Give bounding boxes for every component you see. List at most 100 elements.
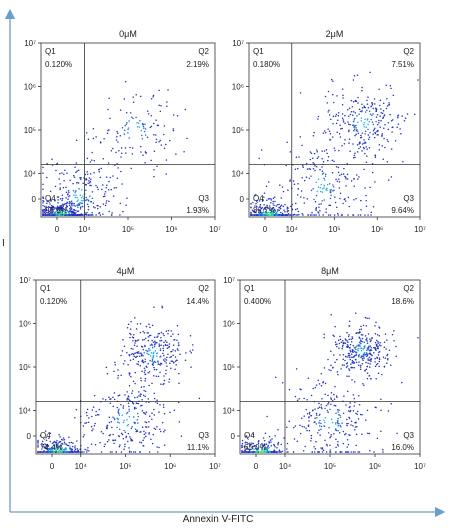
data-point [126, 352, 128, 354]
data-point [318, 206, 320, 208]
data-point [152, 351, 155, 354]
data-point [341, 117, 344, 119]
data-point [380, 344, 382, 347]
data-point [124, 125, 126, 127]
data-point [102, 157, 105, 160]
data-point [316, 190, 318, 193]
y-tick-label: 10⁶ [19, 320, 31, 329]
data-point [106, 440, 109, 443]
data-point [133, 408, 136, 410]
data-point [82, 197, 85, 200]
data-point [50, 449, 52, 451]
data-point [382, 102, 385, 105]
data-point [341, 88, 344, 90]
data-point [114, 439, 117, 441]
data-point [348, 417, 351, 420]
data-point [120, 354, 122, 357]
data-point [329, 451, 331, 453]
data-point [280, 443, 283, 446]
data-point [361, 103, 363, 105]
data-point [330, 313, 332, 316]
data-point [386, 354, 388, 357]
data-point [348, 205, 350, 208]
panel-title: 2μM [326, 29, 344, 39]
data-point [356, 115, 358, 117]
data-point [176, 115, 179, 117]
data-point [310, 152, 313, 155]
data-point [365, 161, 368, 163]
data-point [277, 441, 280, 444]
data-point [278, 206, 281, 209]
data-point [85, 178, 88, 181]
data-point [337, 115, 340, 117]
data-point [128, 451, 131, 453]
data-point [108, 180, 110, 183]
data-point [379, 99, 382, 102]
x-tick-label: 10⁷ [209, 225, 221, 234]
data-point [70, 448, 73, 451]
data-point [156, 425, 158, 428]
data-point [320, 403, 322, 406]
data-point [354, 351, 357, 354]
data-point [374, 357, 376, 360]
data-point [286, 214, 288, 216]
data-point [249, 444, 252, 446]
data-point [351, 366, 354, 369]
data-point [308, 411, 311, 414]
y-tick-label: 10⁷ [223, 276, 235, 285]
data-point [51, 210, 53, 213]
data-point [339, 414, 341, 417]
data-point [142, 412, 145, 414]
data-point [342, 358, 344, 361]
data-point [348, 325, 350, 327]
data-point [112, 195, 115, 197]
quadrant-q1-label: Q1 [244, 284, 255, 293]
data-point [70, 211, 73, 213]
data-point [48, 450, 50, 453]
data-point [286, 208, 288, 210]
data-point [366, 148, 368, 150]
data-point [121, 183, 123, 185]
data-point [274, 209, 277, 212]
data-point [312, 157, 314, 159]
data-point [298, 397, 300, 400]
data-point [157, 375, 160, 378]
data-point [140, 386, 143, 388]
data-point [326, 152, 328, 155]
data-point [337, 111, 340, 114]
data-point [279, 184, 281, 186]
data-point [353, 198, 355, 201]
data-point [322, 214, 324, 216]
data-point [314, 417, 316, 419]
data-point [303, 397, 305, 400]
data-point [110, 214, 113, 216]
data-point [131, 439, 134, 442]
data-point [342, 340, 344, 342]
data-point [102, 184, 104, 186]
data-point [45, 444, 47, 446]
data-point [345, 432, 347, 435]
data-point [344, 359, 346, 362]
data-point [63, 173, 65, 175]
data-point [164, 429, 166, 431]
data-point [129, 328, 132, 330]
data-point [155, 134, 157, 136]
data-point [336, 371, 339, 373]
data-point [117, 409, 120, 412]
data-point [359, 110, 362, 113]
data-point [148, 347, 150, 350]
data-point [154, 340, 156, 343]
data-point [305, 427, 307, 429]
data-point [342, 354, 345, 356]
data-point [351, 336, 353, 338]
x-tick-label: 10⁴ [286, 225, 299, 234]
data-point [335, 178, 337, 181]
data-point [339, 416, 342, 418]
data-point [127, 402, 130, 405]
data-point [46, 163, 48, 165]
data-point [254, 205, 256, 207]
data-point [335, 113, 338, 116]
data-point [139, 451, 142, 453]
quadrant-q4-label: Q4 [40, 431, 51, 440]
data-point [374, 127, 376, 130]
